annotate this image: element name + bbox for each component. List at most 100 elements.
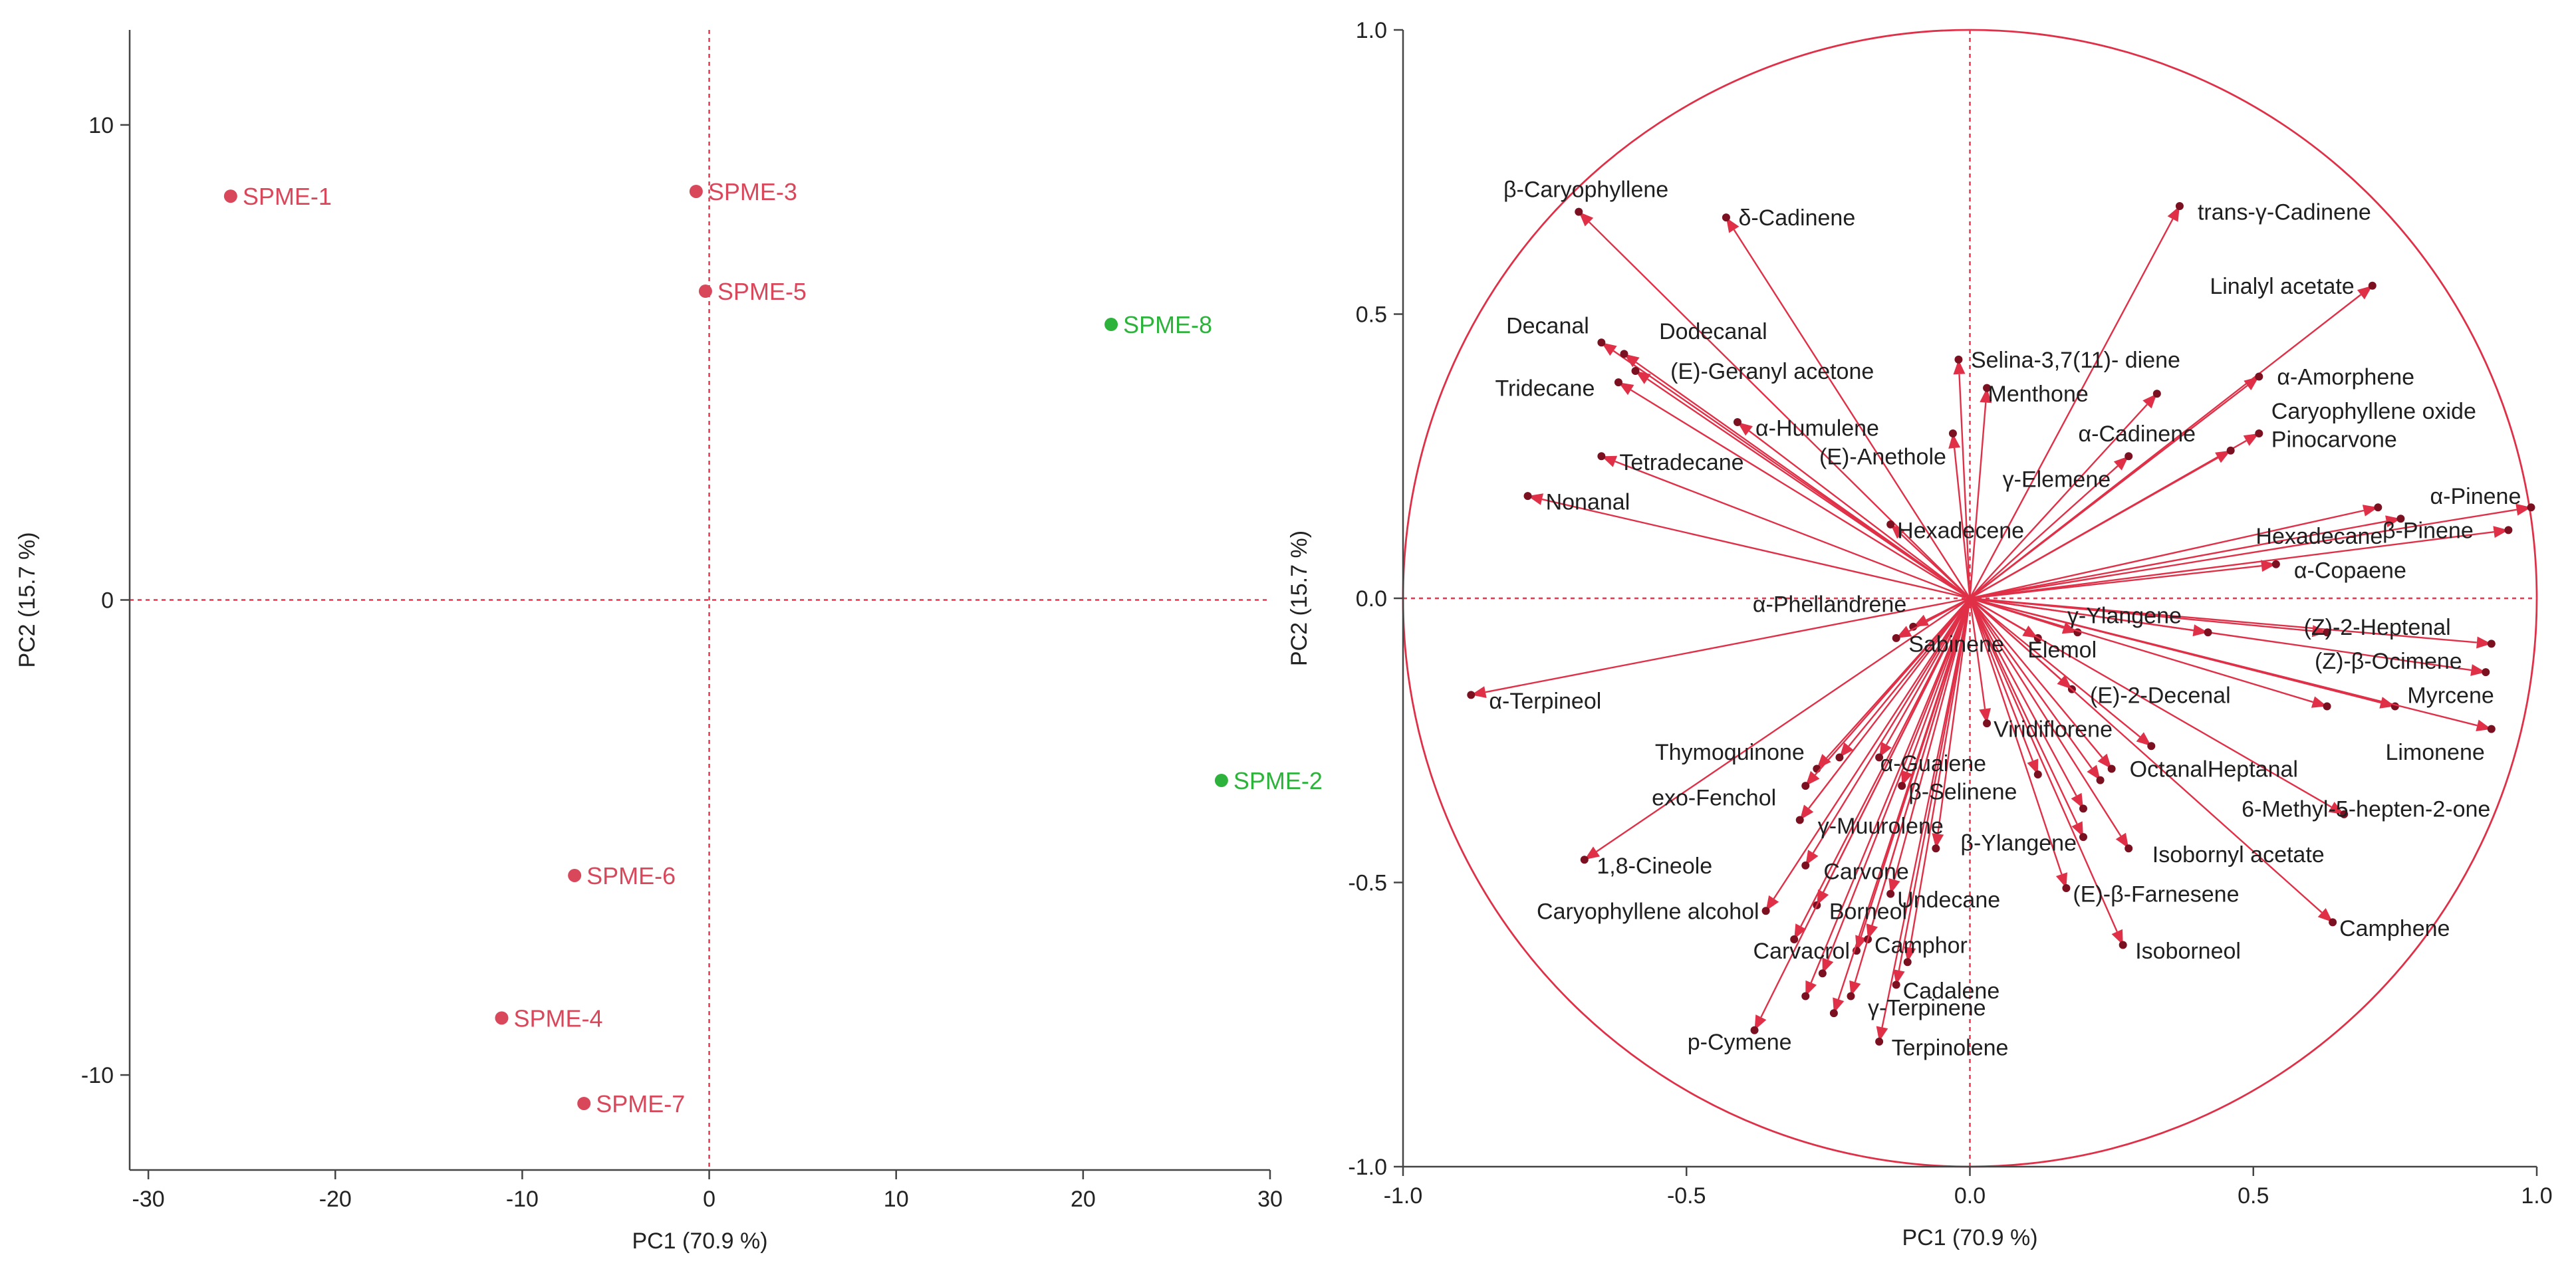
loading-point[interactable] xyxy=(2119,941,2127,949)
loading-point[interactable] xyxy=(1597,338,1606,347)
score-x-tick-label: 10 xyxy=(884,1187,909,1212)
score-point-spme-5[interactable] xyxy=(698,285,712,298)
loading-point[interactable] xyxy=(2033,770,2042,779)
loading-point[interactable] xyxy=(1790,935,1799,943)
loading-point[interactable] xyxy=(1795,816,1804,824)
loading-point[interactable] xyxy=(1875,1037,1884,1046)
loading-point[interactable] xyxy=(1750,1026,1759,1034)
loading-point[interactable] xyxy=(1892,634,1900,642)
loading-point[interactable] xyxy=(2271,560,2280,568)
loading-point[interactable] xyxy=(2487,725,2496,733)
loading-label: β-Pinene xyxy=(2383,518,2474,543)
loading-point[interactable] xyxy=(1829,1009,1838,1018)
loading-point[interactable] xyxy=(1597,452,1606,461)
loading-label: γ-Terpinene xyxy=(1868,996,1986,1021)
loading-label: γ-Muurolene xyxy=(1818,814,1944,839)
loading-point[interactable] xyxy=(1954,355,1963,364)
loading-point[interactable] xyxy=(1983,719,1992,728)
loading-arrowhead xyxy=(2493,526,2509,538)
loading-label: trans-γ-Cadinene xyxy=(2198,200,2371,225)
loading-point[interactable] xyxy=(2340,810,2349,818)
loading-arrowhead xyxy=(2311,625,2327,638)
loading-vectors xyxy=(1467,202,2535,1046)
loading-point[interactable] xyxy=(1875,753,1884,762)
loading-point[interactable] xyxy=(2374,503,2383,512)
loading-point[interactable] xyxy=(1983,384,1992,392)
score-point-spme-8[interactable] xyxy=(1104,318,1118,332)
score-point-spme-1[interactable] xyxy=(223,189,237,203)
loading-point[interactable] xyxy=(2255,429,2263,438)
loading-point[interactable] xyxy=(1801,782,1810,790)
loading-point[interactable] xyxy=(1467,691,1476,699)
loading-point[interactable] xyxy=(2107,764,2116,773)
loading-point[interactable] xyxy=(1835,753,1844,762)
loading-point[interactable] xyxy=(2125,844,2133,853)
loading-point[interactable] xyxy=(1801,992,1810,1000)
loading-point[interactable] xyxy=(1614,378,1622,387)
score-point-spme-4[interactable] xyxy=(495,1011,509,1025)
loading-point[interactable] xyxy=(1932,844,1940,853)
loading-labels: β-Caryophyllene δ-Cadinene trans-γ-Cadinen… xyxy=(1489,177,2521,1060)
loading-vector xyxy=(1969,598,2077,796)
loading-point[interactable] xyxy=(1818,969,1827,978)
loading-vector xyxy=(1881,598,1971,1028)
loading-point[interactable] xyxy=(1631,367,1640,375)
loading-point[interactable] xyxy=(2323,628,2331,637)
loading-point[interactable] xyxy=(2079,833,2087,842)
loading-point[interactable] xyxy=(1847,992,1855,1000)
loading-vector xyxy=(1970,530,2494,600)
loading-point[interactable] xyxy=(1886,520,1895,528)
loading-point[interactable] xyxy=(1620,350,1628,358)
loading-point[interactable] xyxy=(2204,628,2212,637)
loading-arrowhead xyxy=(1953,359,1966,375)
loading-label: Caryophyllene oxide xyxy=(2271,399,2476,424)
loading-point[interactable] xyxy=(1948,429,1957,438)
loading-point[interactable] xyxy=(2527,503,2535,512)
loading-point[interactable] xyxy=(2096,776,2105,784)
loading-x-tick-label: 0.5 xyxy=(2238,1183,2269,1209)
loading-point[interactable] xyxy=(2147,742,2156,751)
loading-point[interactable] xyxy=(1898,782,1906,790)
score-point-spme-7[interactable] xyxy=(577,1096,591,1110)
loading-point[interactable] xyxy=(2079,804,2087,813)
loading-arrowhead xyxy=(1765,895,1779,911)
loading-vector xyxy=(1970,509,2365,600)
loading-point[interactable] xyxy=(2255,372,2263,381)
loading-vector xyxy=(1541,498,1970,600)
loading-point[interactable] xyxy=(2152,390,2161,398)
loading-arrowhead xyxy=(2167,206,2180,222)
loading-point[interactable] xyxy=(1575,207,1583,216)
loading-point[interactable] xyxy=(2396,515,2405,523)
loading-point[interactable] xyxy=(1722,213,1730,222)
loading-point[interactable] xyxy=(2504,526,2513,534)
loading-point[interactable] xyxy=(1903,958,1912,967)
loading-point[interactable] xyxy=(2323,702,2331,711)
loading-point[interactable] xyxy=(2226,446,2235,455)
score-point-spme-2[interactable] xyxy=(1214,774,1228,788)
loading-vector xyxy=(1969,598,2122,837)
score-point-spme-3[interactable] xyxy=(689,184,703,198)
loading-point[interactable] xyxy=(2062,884,2071,893)
loading-point[interactable] xyxy=(2368,281,2377,290)
score-plot: -30 -20 -10 0 10 20 30 -10 0 10 PC1 (70.9 %) PC2 (1… xyxy=(15,30,1323,1254)
loading-label: Viridiflorene xyxy=(1994,717,2113,743)
loading-vector xyxy=(1969,218,2174,599)
loading-point[interactable] xyxy=(1580,856,1589,864)
loading-point[interactable] xyxy=(1801,861,1810,870)
loading-point[interactable] xyxy=(1886,889,1895,898)
loading-arrowhead xyxy=(2243,433,2259,446)
loading-point[interactable] xyxy=(2482,668,2490,677)
score-x-axis-title: PC1 (70.9 %) xyxy=(632,1228,767,1254)
loading-point[interactable] xyxy=(2125,452,2133,461)
loading-point[interactable] xyxy=(1761,907,1770,915)
loading-point[interactable] xyxy=(2487,640,2496,648)
loading-point[interactable] xyxy=(1892,981,1900,989)
score-point-spme-6[interactable] xyxy=(568,868,582,882)
loading-point[interactable] xyxy=(1523,492,1532,501)
loading-label: Isoborneol xyxy=(2135,939,2241,964)
loading-point[interactable] xyxy=(2175,202,2184,211)
loading-point[interactable] xyxy=(2329,918,2337,927)
loading-point[interactable] xyxy=(1733,417,1741,426)
loading-vector xyxy=(1827,598,1971,961)
loading-arrowhead xyxy=(2027,759,2039,775)
